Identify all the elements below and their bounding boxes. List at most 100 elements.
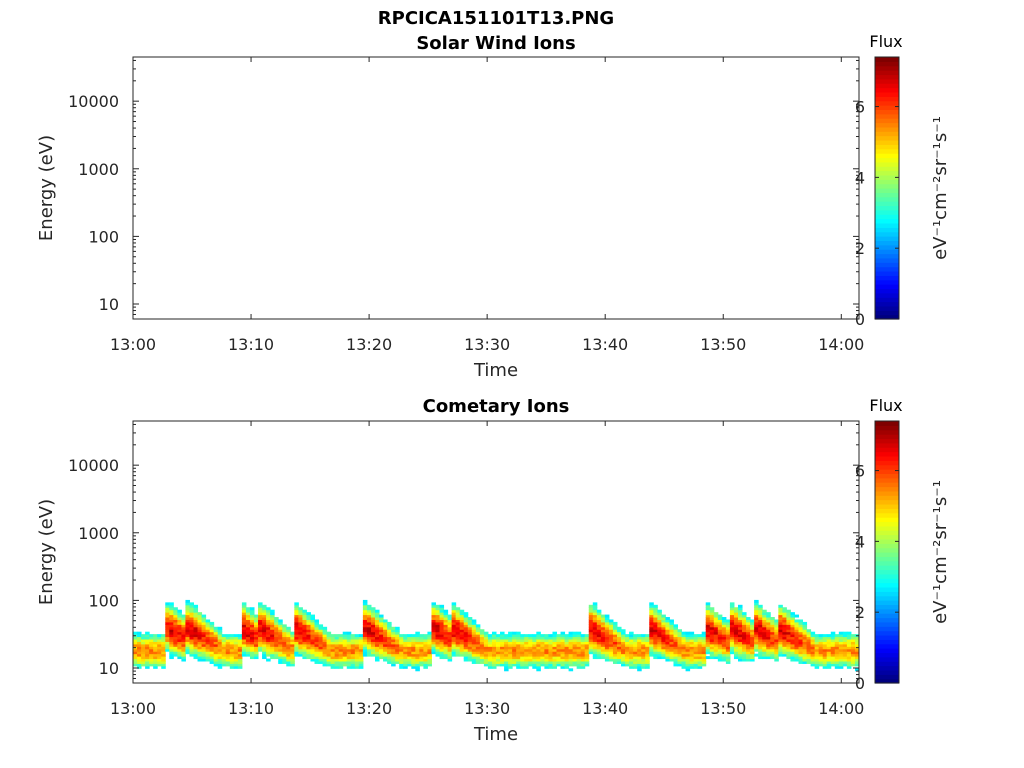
heatmap-cell <box>387 629 392 633</box>
heatmap-cell <box>790 658 795 662</box>
heatmap-cell <box>479 629 485 633</box>
heatmap-cell <box>504 656 509 660</box>
heatmap-cell <box>149 636 154 640</box>
heatmap-cell <box>830 651 836 655</box>
heatmap-cell <box>653 617 658 620</box>
heatmap-cell <box>685 665 691 669</box>
heatmap-cell <box>189 617 194 620</box>
heatmap-cell <box>596 634 602 638</box>
heatmap-cell <box>758 641 763 645</box>
x-tick-label: 13:20 <box>346 699 392 718</box>
heatmap-cell <box>177 619 182 623</box>
heatmap-cell <box>193 624 199 628</box>
heatmap-cell <box>564 643 570 647</box>
colorbar-segment <box>875 455 899 461</box>
heatmap-cell <box>633 663 638 667</box>
heatmap-cell <box>241 646 247 650</box>
heatmap-cell <box>689 658 695 662</box>
heatmap-cell <box>596 641 602 645</box>
heatmap-cell <box>721 626 727 630</box>
heatmap-cell <box>665 656 670 660</box>
heatmap-cell <box>133 661 138 664</box>
heatmap-cell <box>830 653 836 657</box>
heatmap-cell <box>475 656 481 660</box>
heatmap-cell <box>738 619 743 623</box>
heatmap-cell <box>766 621 771 625</box>
heatmap-cell <box>758 607 763 611</box>
heatmap-cell <box>725 658 731 662</box>
heatmap-cell <box>584 643 590 647</box>
heatmap-cell <box>709 646 715 650</box>
heatmap-cell <box>310 643 315 647</box>
heatmap-cell <box>846 646 852 650</box>
heatmap-cell <box>810 643 816 647</box>
heatmap-cell <box>326 643 332 647</box>
heatmap-cell <box>181 639 186 642</box>
heatmap-cell <box>596 626 602 630</box>
heatmap-cell <box>754 599 759 603</box>
heatmap-cell <box>540 636 545 640</box>
heatmap-cell <box>661 634 666 638</box>
heatmap-cell <box>479 651 485 655</box>
heatmap-cell <box>209 646 215 650</box>
heatmap-cell <box>822 656 828 660</box>
heatmap-cell <box>742 658 747 662</box>
heatmap-cell <box>802 629 808 633</box>
heatmap-cell <box>254 641 259 645</box>
heatmap-cell <box>552 636 557 640</box>
heatmap-cell <box>314 636 320 640</box>
heatmap-cell <box>802 653 808 657</box>
heatmap-cell <box>588 634 594 638</box>
heatmap-cell <box>645 648 650 652</box>
heatmap-cell <box>189 648 194 652</box>
heatmap-cell <box>471 653 477 657</box>
colorbar-segment <box>875 425 899 431</box>
heatmap-cell <box>532 665 537 669</box>
heatmap-cell <box>475 646 481 650</box>
heatmap-cell <box>399 641 404 645</box>
heatmap-cell <box>395 651 400 655</box>
heatmap-cell <box>375 629 380 633</box>
heatmap-cell <box>145 648 150 652</box>
heatmap-cell <box>568 656 574 660</box>
heatmap-cell <box>459 641 465 645</box>
heatmap-cell <box>729 604 735 608</box>
heatmap-cell <box>241 648 247 652</box>
heatmap-cell <box>592 604 598 608</box>
heatmap-cell <box>322 631 328 635</box>
heatmap-cell <box>189 639 194 642</box>
heatmap-cell <box>846 641 852 645</box>
heatmap-cell <box>746 643 751 647</box>
heatmap-cell <box>729 636 735 640</box>
heatmap-cell <box>407 651 412 655</box>
heatmap-cell <box>556 636 562 640</box>
heatmap-cell <box>818 641 824 645</box>
heatmap-cell <box>221 634 227 638</box>
heatmap-cell <box>177 656 182 660</box>
heatmap-cell <box>370 643 376 647</box>
heatmap-cell <box>177 626 182 630</box>
heatmap-cell <box>544 643 549 647</box>
colorbar-segment <box>875 434 899 440</box>
heatmap-cell <box>467 619 473 623</box>
heatmap-cell <box>633 658 638 662</box>
heatmap-cell <box>306 624 311 628</box>
heatmap-cell <box>439 604 445 608</box>
heatmap-cell <box>403 636 408 640</box>
heatmap-cell <box>548 634 553 638</box>
heatmap-cell <box>455 619 461 623</box>
heatmap-cell <box>657 621 662 625</box>
heatmap-cell <box>205 629 211 633</box>
heatmap-cell <box>411 648 416 652</box>
heatmap-cell <box>705 604 711 608</box>
heatmap-cell <box>294 643 299 647</box>
heatmap-cell <box>504 653 509 657</box>
heatmap-cell <box>802 643 808 647</box>
heatmap-cell <box>592 634 598 638</box>
heatmap-cell <box>677 631 683 635</box>
heatmap-cell <box>584 636 590 640</box>
heatmap-cell <box>629 639 634 642</box>
heatmap-cell <box>512 634 517 638</box>
heatmap-cell <box>282 631 287 635</box>
heatmap-cell <box>245 607 251 611</box>
